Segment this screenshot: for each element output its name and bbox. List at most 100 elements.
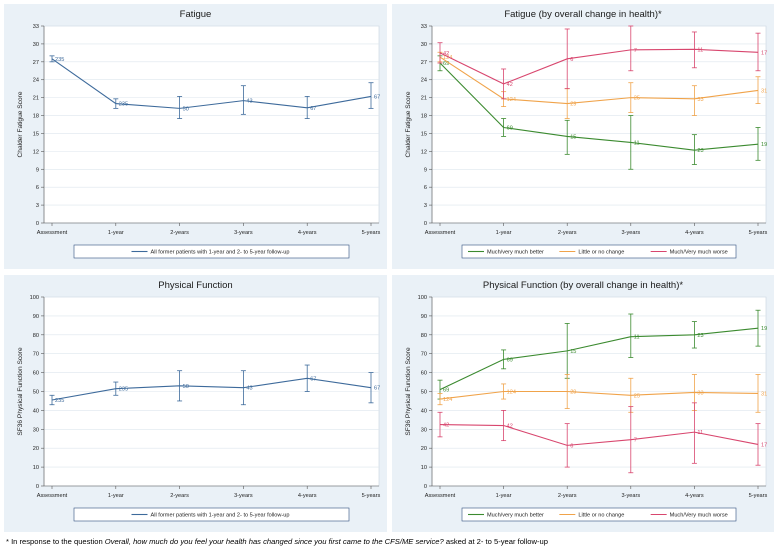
series-line [51, 377, 372, 401]
y-tick-label: 24 [421, 78, 427, 84]
legend-entry-all-former-patients-with-1-year-and-2-to-5-year-follow-up: All former patients with 1-year and 2- t… [151, 513, 290, 519]
data-label: 42 [507, 424, 513, 430]
x-tick-label-3-years: 3-years [621, 230, 640, 236]
y-tick-label: 15 [33, 131, 39, 137]
data-label: 43 [246, 99, 252, 105]
chart-svg-3: Physical Function (by overall change in … [405, 280, 768, 522]
y-tick-label: 80 [421, 333, 427, 339]
data-label: 67 [374, 386, 380, 392]
data-label: 67 [310, 106, 316, 112]
y-tick-label: 30 [421, 427, 427, 433]
data-label: 17 [761, 442, 767, 448]
chart-physical-function-by-change: Physical Function (by overall change in … [392, 275, 774, 532]
footnote-prefix: * In response to the question [6, 537, 105, 546]
y-tick-label: 10 [33, 465, 39, 471]
series-line [439, 424, 759, 446]
series-line [439, 62, 759, 151]
y-tick-label: 12 [421, 149, 427, 155]
data-label: 124 [443, 55, 452, 61]
footnote-suffix: asked at 2- to 5-year follow-up [443, 537, 548, 546]
data-label: 235 [55, 398, 64, 404]
plot-area [431, 25, 767, 224]
x-tick-label-2-years: 2-years [170, 230, 189, 236]
x-tick-label-2-years: 2-years [558, 493, 577, 499]
y-tick-label: 40 [33, 408, 39, 414]
data-label: 67 [374, 94, 380, 100]
y-tick-label: 27 [421, 60, 427, 66]
data-label: 31 [761, 88, 767, 94]
y-tick-label: 21 [421, 96, 427, 102]
y-tick-label: 50 [33, 390, 39, 396]
y-tick-label: 0 [36, 484, 39, 490]
x-tick-label-3-years: 3-years [234, 230, 253, 236]
y-tick-label: 6 [36, 185, 39, 191]
y-axis-label: Chalder Fatigue Score [17, 91, 24, 157]
data-label: 69 [443, 61, 449, 67]
data-label: 42 [507, 82, 513, 88]
x-tick-label-5-years: 5-years [362, 493, 381, 499]
y-tick-label: 33 [33, 24, 39, 30]
y-tick-label: 9 [424, 167, 427, 173]
data-label: 7 [634, 48, 637, 54]
y-tick-label: 60 [421, 371, 427, 377]
legend-entry-much-very-much-better: Much/very much better [487, 513, 544, 519]
series-little-or-no-change: 124 124 29 25 33 31 [437, 51, 767, 119]
y-tick-label: 0 [36, 221, 39, 227]
data-label: 11 [697, 47, 703, 53]
x-tick-label-4-years: 4-years [298, 493, 317, 499]
legend-entry-little-or-no-change: Little or no change [578, 250, 624, 256]
y-tick-label: 6 [424, 185, 427, 191]
data-label: 69 [507, 125, 513, 131]
data-label: 50 [183, 106, 189, 112]
data-label: 23 [697, 148, 703, 154]
x-tick-label-4-years: 4-years [685, 493, 704, 499]
y-tick-label: 3 [424, 203, 427, 209]
data-label: 6 [570, 443, 573, 449]
legend-box [461, 244, 737, 259]
data-label: 23 [697, 333, 703, 339]
data-label: 19 [761, 326, 767, 332]
data-label: 33 [697, 97, 703, 103]
plot-area [43, 25, 380, 224]
x-tick-label-3-years: 3-years [234, 493, 253, 499]
x-tick-label-assessment: Assessment [425, 493, 456, 499]
y-tick-label: 0 [424, 221, 427, 227]
footnote: * In response to the question Overall, h… [6, 537, 774, 546]
y-tick-label: 70 [421, 352, 427, 358]
legend-entry-little-or-no-change: Little or no change [578, 513, 624, 519]
x-tick-label-3-years: 3-years [621, 493, 640, 499]
legend: Much/very much better Little or no change… [461, 507, 737, 522]
y-tick-label: 3 [36, 203, 39, 209]
data-label: 67 [310, 376, 316, 382]
legend: All former patients with 1-year and 2- t… [73, 507, 350, 522]
data-label: 69 [443, 388, 449, 394]
data-label: 25 [634, 96, 640, 102]
data-label: 33 [697, 390, 703, 396]
data-label: 25 [634, 393, 640, 399]
legend-box [73, 507, 350, 522]
y-tick-label: 100 [418, 295, 427, 301]
y-tick-label: 20 [33, 446, 39, 452]
data-label: 124 [443, 397, 452, 403]
series-all-former-patients-with-1-year-and-2-to-5-year-follow-up: 235 235 50 43 67 67 [49, 55, 380, 119]
chart-title: Physical Function (by overall change in … [483, 280, 683, 291]
legend-box [461, 507, 737, 522]
x-tick-label-4-years: 4-years [685, 230, 704, 236]
legend-entry-much-very-much-worse: Much/Very much worse [670, 513, 728, 519]
data-label: 42 [443, 423, 449, 429]
x-tick-label-5-years: 5-years [749, 493, 768, 499]
x-tick-label-5-years: 5-years [362, 230, 381, 236]
footnote-question: Overall, how much do you feel your healt… [104, 537, 444, 546]
y-tick-label: 80 [33, 333, 39, 339]
series-much-very-much-worse: 42 42 6 7 11 17 [437, 25, 767, 100]
data-label: 15 [570, 349, 576, 355]
y-tick-label: 9 [36, 167, 39, 173]
data-label: 11 [634, 335, 640, 341]
series-line [439, 327, 759, 391]
data-label: 124 [507, 97, 516, 103]
data-label: 7 [634, 438, 637, 444]
y-tick-label: 33 [421, 24, 427, 30]
chart-svg-1: Fatigue (by overall change in health)* 0 3… [405, 9, 768, 259]
y-tick-label: 30 [33, 42, 39, 48]
y-tick-label: 50 [421, 390, 427, 396]
